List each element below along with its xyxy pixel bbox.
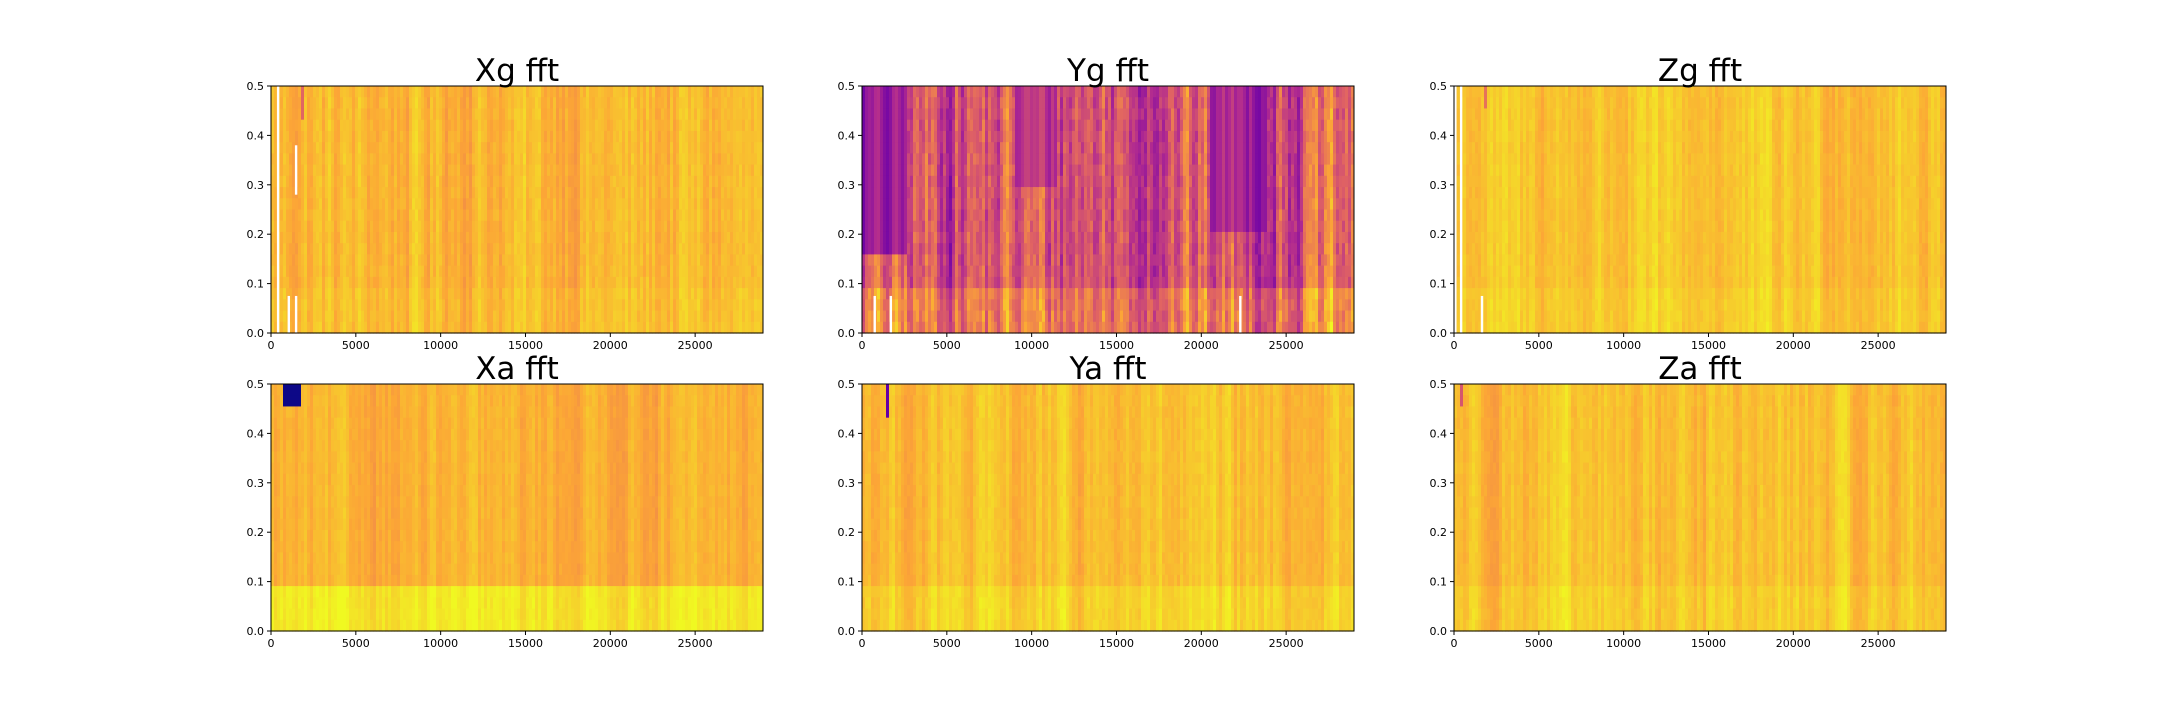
x-tick-label: 0 <box>268 339 275 352</box>
subplot-yg-fft: 0 5000 10000 15000 20000 250000.00.10.20.30.4… <box>838 53 1355 352</box>
y-tick-label: 0.5 <box>247 80 265 93</box>
missing-data-gap <box>288 296 290 333</box>
heatmap-image <box>271 86 763 334</box>
subplot-grid: 0 5000 10000 15000 20000 250000.00.10.20.30.4… <box>247 53 1947 650</box>
y-tick-label: 0.3 <box>247 179 265 192</box>
x-tick-label: 5000 <box>342 339 370 352</box>
subplot-xg-fft: 0 5000 10000 15000 20000 250000.00.10.20.30.4… <box>247 53 764 352</box>
x-tick-label: 10000 <box>423 339 458 352</box>
missing-data-gap <box>277 86 279 333</box>
y-tick-label: 0.1 <box>247 278 265 291</box>
missing-data-gap <box>295 145 297 194</box>
y-tick-label: 0.0 <box>247 327 265 340</box>
missing-data-gap <box>295 296 297 333</box>
y-tick-label: 0.4 <box>247 129 265 142</box>
y-tick-label: 0.2 <box>247 228 265 241</box>
heatmap-image <box>862 86 1354 334</box>
panel-title: Xg fft <box>475 53 559 89</box>
x-tick-label: 20000 <box>593 339 628 352</box>
x-tick-label: 25000 <box>678 339 713 352</box>
